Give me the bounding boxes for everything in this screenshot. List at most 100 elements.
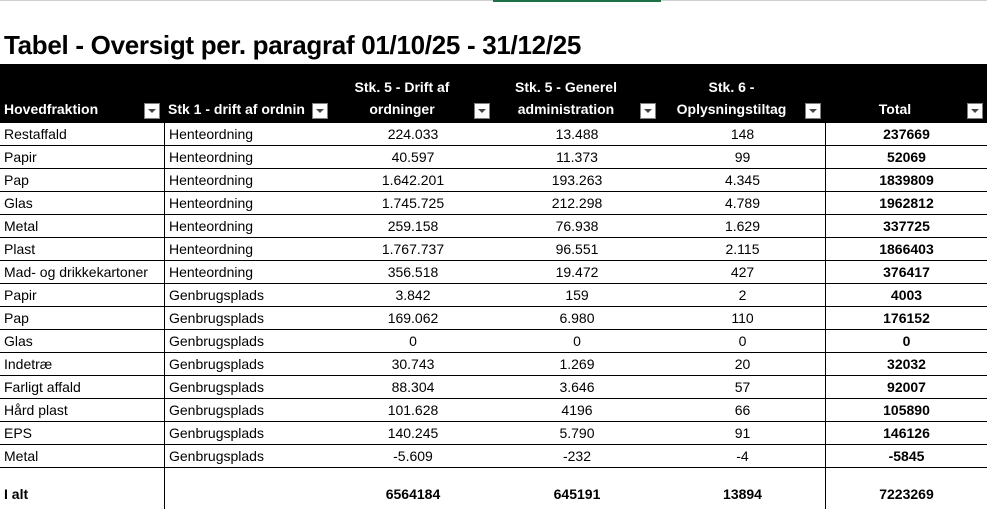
cell-hovedfraktion[interactable]: Glas — [4, 195, 33, 211]
cell-total[interactable]: 237669 — [825, 123, 987, 145]
cell-total[interactable]: 1839809 — [825, 169, 987, 191]
cell-stk6[interactable]: 2 — [738, 287, 747, 303]
cell-stk5-drift[interactable]: 169.062 — [387, 310, 439, 326]
cell-stk5-administration[interactable]: 212.298 — [551, 195, 603, 211]
cell-stk6[interactable]: 99 — [734, 149, 751, 165]
cell-stk6[interactable]: 427 — [730, 264, 755, 280]
cell-hovedfraktion[interactable]: Pap — [4, 310, 29, 326]
cell-hovedfraktion[interactable]: I alt — [4, 486, 29, 502]
cell-stk5-administration[interactable]: 0 — [573, 333, 581, 349]
cell-stk6[interactable]: 4.345 — [724, 172, 761, 188]
cell-hovedfraktion[interactable]: Metal — [4, 448, 39, 464]
cell-total[interactable]: 176152 — [825, 307, 987, 329]
cell-stk1[interactable]: Genbrugsplads — [164, 284, 332, 306]
cell-stk5-administration[interactable]: 19.472 — [555, 264, 599, 280]
cell-stk6[interactable]: 148 — [730, 126, 755, 142]
cell-stk5-drift[interactable]: 101.628 — [387, 402, 439, 418]
cell-total[interactable]: -5845 — [825, 445, 987, 467]
cell-hovedfraktion[interactable]: Restaffald — [4, 126, 67, 142]
cell-stk5-administration[interactable]: -232 — [562, 448, 592, 464]
cell-total[interactable]: 4003 — [825, 284, 987, 306]
cell-hovedfraktion[interactable]: Pap — [4, 172, 29, 188]
cell-stk5-drift[interactable]: 1.642.201 — [381, 172, 445, 188]
cell-hovedfraktion[interactable]: Papir — [4, 149, 37, 165]
cell-stk6[interactable]: 66 — [734, 402, 751, 418]
cell-hovedfraktion[interactable]: Plast — [4, 241, 36, 257]
cell-stk5-drift[interactable]: 3.842 — [395, 287, 431, 303]
cell-hovedfraktion[interactable]: Metal — [4, 218, 39, 234]
cell-total[interactable]: 92007 — [825, 376, 987, 398]
cell-stk5-drift[interactable]: -5.609 — [393, 448, 433, 464]
cell-hovedfraktion[interactable]: Papir — [4, 287, 37, 303]
filter-dropdown-icon[interactable] — [474, 103, 490, 119]
cell-hovedfraktion[interactable]: Glas — [4, 333, 33, 349]
cell-stk1[interactable]: Henteordning — [164, 169, 332, 191]
cell-stk1[interactable] — [164, 468, 332, 509]
cell-stk5-drift[interactable]: 30.743 — [391, 356, 435, 372]
cell-stk1[interactable]: Genbrugsplads — [164, 307, 332, 329]
cell-hovedfraktion[interactable]: Indetræ — [4, 356, 53, 372]
cell-stk5-drift[interactable]: 356.518 — [387, 264, 439, 280]
cell-stk5-administration[interactable]: 5.790 — [559, 425, 595, 441]
cell-stk6[interactable]: 20 — [734, 356, 751, 372]
cell-total[interactable]: 376417 — [825, 261, 987, 283]
cell-total[interactable]: 146126 — [825, 422, 987, 444]
cell-total[interactable]: 1866403 — [825, 238, 987, 260]
cell-stk1[interactable]: Henteordning — [164, 192, 332, 214]
cell-stk5-drift[interactable]: 224.033 — [387, 126, 439, 142]
filter-dropdown-icon[interactable] — [640, 103, 656, 119]
filter-dropdown-icon[interactable] — [805, 103, 821, 119]
cell-stk5-administration[interactable]: 11.373 — [556, 149, 598, 165]
cell-total[interactable]: 52069 — [825, 146, 987, 168]
cell-stk5-drift[interactable]: 1.767.737 — [381, 241, 445, 257]
cell-stk5-drift[interactable]: 259.158 — [387, 218, 439, 234]
cell-stk6[interactable]: 91 — [734, 425, 751, 441]
cell-hovedfraktion[interactable]: Hård plast — [4, 402, 68, 418]
cell-stk5-administration[interactable]: 645191 — [553, 486, 601, 502]
cell-stk6[interactable]: 0 — [738, 333, 747, 349]
cell-stk5-drift[interactable]: 0 — [409, 333, 417, 349]
cell-stk5-administration[interactable]: 159 — [565, 287, 589, 303]
cell-total[interactable]: 105890 — [825, 399, 987, 421]
cell-stk5-drift[interactable]: 40.597 — [391, 149, 435, 165]
cell-stk5-drift[interactable]: 88.304 — [391, 379, 435, 395]
cell-stk5-administration[interactable]: 96.551 — [555, 241, 599, 257]
cell-stk5-drift[interactable]: 6564184 — [385, 486, 441, 502]
cell-stk1[interactable]: Genbrugsplads — [164, 422, 332, 444]
cell-total[interactable]: 337725 — [825, 215, 987, 237]
cell-stk1[interactable]: Genbrugsplads — [164, 330, 332, 352]
cell-stk5-administration[interactable]: 13.488 — [555, 126, 599, 142]
cell-stk6[interactable]: 4.789 — [724, 195, 761, 211]
cell-stk6[interactable]: 13894 — [723, 486, 762, 502]
cell-stk6[interactable]: 1.629 — [724, 218, 761, 234]
cell-total[interactable]: 32032 — [825, 353, 987, 375]
cell-stk5-administration[interactable]: 4196 — [561, 402, 593, 418]
cell-stk1[interactable]: Henteordning — [164, 146, 332, 168]
cell-total[interactable]: 7223269 — [825, 468, 987, 509]
cell-stk6[interactable]: 2.115 — [725, 241, 760, 257]
cell-stk5-administration[interactable]: 6.980 — [559, 310, 595, 326]
cell-stk5-administration[interactable]: 3.646 — [559, 379, 595, 395]
cell-stk1[interactable]: Henteordning — [164, 123, 332, 145]
cell-stk6[interactable]: -4 — [736, 448, 749, 464]
cell-stk1[interactable]: Genbrugsplads — [164, 376, 332, 398]
cell-total[interactable]: 1962812 — [825, 192, 987, 214]
cell-stk1[interactable]: Genbrugsplads — [164, 445, 332, 467]
filter-dropdown-icon[interactable] — [312, 103, 328, 119]
cell-stk5-administration[interactable]: 76.938 — [555, 218, 599, 234]
cell-hovedfraktion[interactable]: Mad- og drikkekartoner — [4, 264, 148, 280]
cell-stk6[interactable]: 57 — [734, 379, 751, 395]
cell-stk5-drift[interactable]: 1.745.725 — [381, 195, 445, 211]
cell-stk1[interactable]: Henteordning — [164, 215, 332, 237]
cell-stk6[interactable]: 110 — [731, 310, 754, 326]
cell-stk1[interactable]: Henteordning — [164, 238, 332, 260]
filter-dropdown-icon[interactable] — [144, 103, 160, 119]
cell-stk5-administration[interactable]: 193.263 — [551, 172, 603, 188]
cell-stk5-administration[interactable]: 1.269 — [559, 356, 595, 372]
cell-stk1[interactable]: Henteordning — [164, 261, 332, 283]
filter-dropdown-icon[interactable] — [967, 103, 983, 119]
cell-hovedfraktion[interactable]: EPS — [4, 425, 33, 441]
cell-total[interactable]: 0 — [825, 330, 987, 352]
cell-hovedfraktion[interactable]: Farligt affald — [4, 379, 81, 395]
cell-stk1[interactable]: Genbrugsplads — [164, 353, 332, 375]
